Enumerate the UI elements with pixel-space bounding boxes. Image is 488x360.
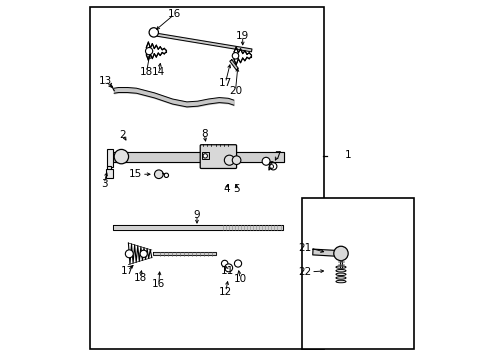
FancyBboxPatch shape [107, 149, 113, 167]
FancyBboxPatch shape [107, 166, 111, 171]
Text: 17: 17 [218, 78, 232, 88]
Text: 4: 4 [223, 184, 229, 194]
Text: 16: 16 [167, 9, 181, 19]
Circle shape [114, 149, 128, 164]
Ellipse shape [335, 269, 346, 272]
Ellipse shape [335, 266, 346, 269]
Text: 20: 20 [228, 86, 242, 96]
Text: 7: 7 [274, 150, 281, 161]
Circle shape [125, 250, 133, 258]
Circle shape [145, 48, 152, 55]
Text: 22: 22 [297, 267, 310, 277]
Text: 11: 11 [220, 266, 233, 276]
Circle shape [164, 173, 168, 177]
Text: 19: 19 [236, 31, 249, 41]
Circle shape [333, 246, 347, 261]
Text: 12: 12 [219, 287, 232, 297]
Bar [302, 198, 413, 349]
Text: 8: 8 [201, 129, 207, 139]
Text: 5: 5 [233, 184, 240, 194]
Text: 2: 2 [119, 130, 126, 140]
Circle shape [221, 260, 227, 267]
FancyBboxPatch shape [106, 169, 113, 178]
Text: 14: 14 [152, 67, 165, 77]
Circle shape [262, 157, 269, 165]
Text: 15: 15 [128, 169, 142, 179]
Circle shape [203, 154, 207, 158]
Polygon shape [312, 249, 338, 256]
Circle shape [234, 260, 241, 267]
Polygon shape [153, 33, 251, 52]
Polygon shape [229, 60, 238, 70]
Ellipse shape [335, 273, 346, 276]
Text: 18: 18 [140, 67, 153, 77]
Text: 18: 18 [133, 273, 146, 283]
Text: 9: 9 [193, 210, 200, 220]
Text: 16: 16 [152, 279, 165, 289]
Circle shape [232, 156, 241, 165]
Circle shape [140, 250, 147, 257]
Ellipse shape [335, 280, 346, 283]
Text: 21: 21 [297, 243, 310, 253]
Text: 10: 10 [233, 274, 246, 284]
Ellipse shape [335, 276, 346, 279]
Polygon shape [113, 225, 283, 230]
Text: 6: 6 [267, 161, 274, 171]
Polygon shape [339, 261, 342, 268]
Circle shape [149, 28, 158, 37]
Bar [202, 152, 208, 159]
Circle shape [269, 163, 276, 170]
Text: 17: 17 [121, 266, 134, 276]
Circle shape [154, 170, 163, 179]
Bar [89, 7, 323, 349]
Polygon shape [113, 152, 284, 162]
Polygon shape [152, 252, 215, 255]
Circle shape [224, 264, 232, 272]
Text: 3: 3 [101, 179, 107, 189]
Text: 1: 1 [344, 150, 350, 160]
Circle shape [232, 53, 238, 59]
Text: 13: 13 [99, 76, 112, 86]
FancyBboxPatch shape [200, 145, 236, 168]
Circle shape [224, 155, 234, 165]
